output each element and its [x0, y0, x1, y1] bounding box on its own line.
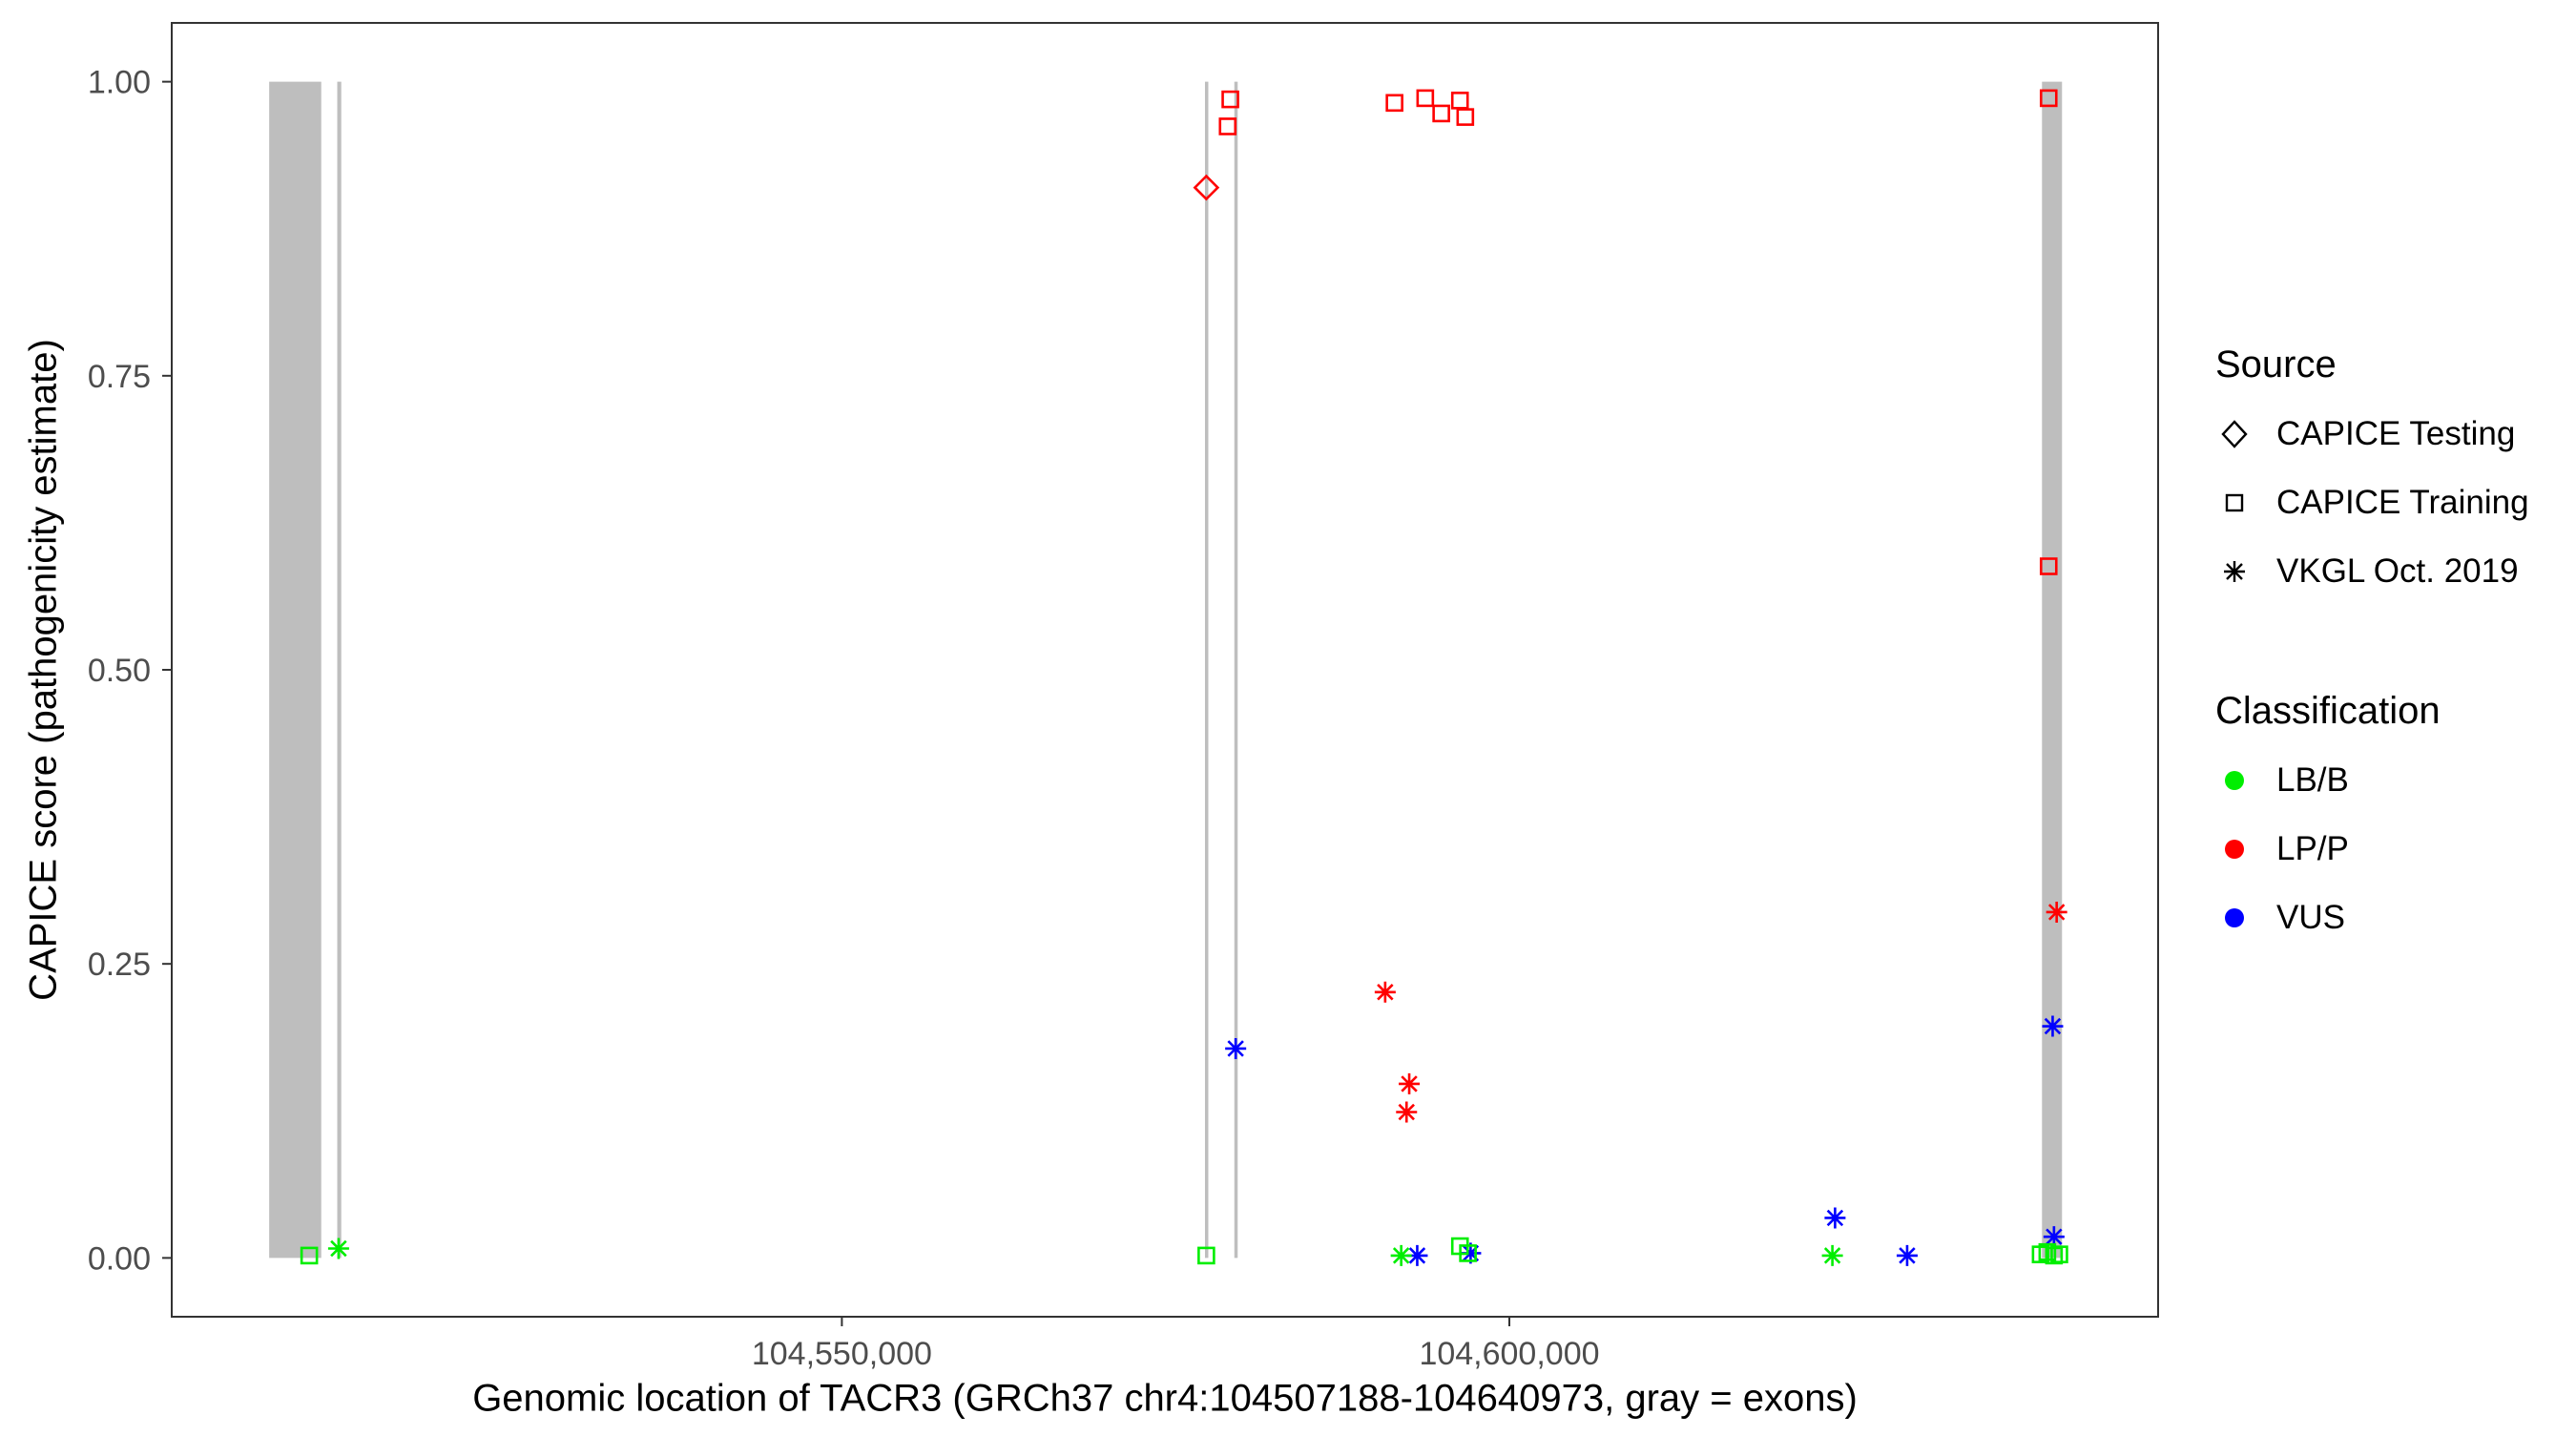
exon-band	[1234, 81, 1238, 1259]
legend-item-label: CAPICE Training	[2276, 484, 2529, 521]
asterisk-icon	[2224, 561, 2245, 582]
y-axis-tick-label: 0.75	[88, 359, 151, 395]
diamond-icon	[2221, 420, 2248, 448]
data-point	[2046, 901, 2067, 923]
square-icon	[2225, 493, 2244, 512]
legend-item-vkgl: VKGL Oct. 2019	[2215, 537, 2529, 606]
exon-band	[1204, 81, 1209, 1259]
data-point	[1218, 117, 1237, 135]
data-point	[1456, 108, 1475, 126]
data-point	[300, 1246, 319, 1265]
data-point	[1450, 92, 1469, 110]
exon-band	[2042, 81, 2063, 1259]
data-point	[1896, 1244, 1918, 1266]
data-point	[2043, 1226, 2065, 1248]
legend-item-label: LP/P	[2276, 830, 2349, 867]
legend-item-vus: VUS	[2215, 884, 2529, 952]
data-point	[1390, 1244, 1412, 1266]
exon-band	[337, 81, 342, 1259]
data-point	[2039, 89, 2058, 108]
legend-item-label: VKGL Oct. 2019	[2276, 552, 2519, 590]
x-axis-tick-label: 104,600,000	[1419, 1336, 1599, 1372]
y-axis-tick-label: 1.00	[88, 65, 151, 101]
panel-border	[171, 22, 2159, 1318]
data-point	[1225, 1037, 1247, 1059]
x-axis-title: Genomic location of TACR3 (GRCh37 chr4:1…	[472, 1377, 1858, 1420]
legend-item-label: LB/B	[2276, 761, 2349, 799]
data-point	[1385, 94, 1403, 113]
data-point	[1824, 1207, 1846, 1229]
data-point	[1193, 174, 1220, 201]
blue-dot-icon	[2225, 908, 2244, 927]
legend-item-capice-training: CAPICE Training	[2215, 468, 2529, 537]
legend-item-label: CAPICE Testing	[2276, 415, 2516, 452]
data-point	[1399, 1072, 1421, 1094]
x-axis-tick-label: 104,550,000	[752, 1336, 932, 1372]
data-point	[1432, 104, 1450, 123]
data-point	[1374, 981, 1396, 1003]
data-point	[1459, 1244, 1477, 1262]
y-axis-tick-label: 0.50	[88, 653, 151, 689]
data-point	[1197, 1246, 1215, 1265]
legend-source-title: Source	[2215, 343, 2337, 385]
legend-item-label: VUS	[2276, 899, 2345, 936]
data-point	[1396, 1101, 1418, 1123]
green-dot-icon	[2225, 771, 2244, 790]
y-axis-tick-label: 0.25	[88, 947, 151, 983]
red-dot-icon	[2225, 840, 2244, 859]
data-point	[1821, 1244, 1843, 1266]
legend-item-lpp: LP/P	[2215, 815, 2529, 884]
data-point	[2050, 1245, 2068, 1263]
legend-source-block: Source CAPICE Testing CAPICE Training VK…	[2215, 343, 2529, 606]
exon-band	[269, 81, 322, 1259]
legend-item-lbb: LB/B	[2215, 746, 2529, 815]
y-axis-tick-label: 0.00	[88, 1240, 151, 1277]
legend-classification-block: Classification LB/B LP/P VUS	[2215, 690, 2529, 952]
legend-classification-title: Classification	[2215, 690, 2441, 732]
legend-item-capice-testing: CAPICE Testing	[2215, 400, 2529, 468]
data-point	[327, 1238, 349, 1259]
legend: Source CAPICE Testing CAPICE Training VK…	[2215, 343, 2529, 1036]
y-axis-title: CAPICE score (pathogenicity estimate)	[22, 339, 65, 1001]
data-point	[2039, 557, 2058, 575]
data-point	[1460, 1242, 1482, 1264]
data-point	[1221, 90, 1239, 109]
data-point	[2042, 1015, 2064, 1037]
data-point	[1406, 1244, 1428, 1266]
data-point	[1416, 89, 1435, 108]
